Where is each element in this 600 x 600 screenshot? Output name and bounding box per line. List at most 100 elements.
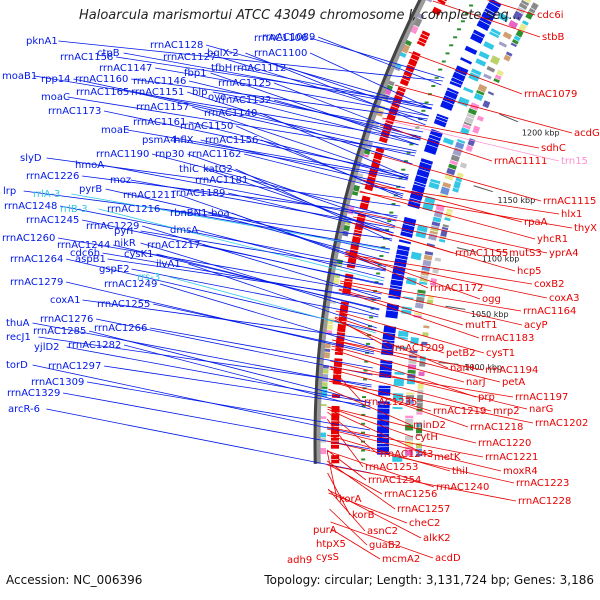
inner-track-a-block-16 <box>422 332 429 337</box>
rna-track-block-25 <box>478 51 490 60</box>
left-label-63: ilvA1 <box>156 259 181 270</box>
left-label-11: rrnAC1147 <box>99 63 152 74</box>
left-label-10: rrnAC1160 <box>75 74 128 85</box>
left-connector-72 <box>96 318 373 376</box>
right-label-51: korA <box>339 494 362 505</box>
right-connector-61 <box>329 508 368 546</box>
right-connector-2 <box>408 51 523 95</box>
inner-track-a-block-39 <box>472 125 481 134</box>
left-strand-track-block-36 <box>403 216 417 227</box>
gc-marker-40 <box>421 109 426 112</box>
left-label-75: rrnAC1266 <box>94 323 147 334</box>
left-label-78: rrnAC1282 <box>68 340 121 351</box>
right-strand-track-block-44 <box>365 176 376 186</box>
outer-track-block-37 <box>384 88 392 96</box>
right-label-0: cdc6i <box>537 10 563 21</box>
left-strand-track-block-40 <box>411 184 426 194</box>
left-connector-74 <box>89 330 371 404</box>
left-label-0: pknA1 <box>26 36 58 47</box>
left-label-34: rnp30 <box>155 149 184 160</box>
left-label-41: moz <box>110 175 131 186</box>
inner-track-b-block-18 <box>410 336 419 345</box>
right-strand-track-block-71 <box>431 6 442 16</box>
gc-marker-47 <box>445 52 450 55</box>
outer-track-block-28 <box>355 177 363 183</box>
inner-track-b-block-36 <box>430 227 439 232</box>
left-connector-57 <box>58 237 382 295</box>
right-strand-track-block-54 <box>386 113 396 122</box>
outer-track-block-34 <box>376 109 384 117</box>
outer-track-block-16 <box>327 318 334 325</box>
right-label-32: rrnAC1197 <box>515 392 568 403</box>
left-connector-9 <box>73 78 417 152</box>
right-label-57: purA <box>313 525 337 536</box>
right-strand-track-block-40 <box>357 212 367 218</box>
right-label-41: rrnAC1220 <box>478 438 531 449</box>
inner-track-a-block-13 <box>419 361 426 367</box>
right-connector-33 <box>329 365 363 403</box>
left-label-64: rrnAC1264 <box>10 254 63 265</box>
right-strand-track-block-64 <box>407 58 418 67</box>
left-label-47: rrlA-3 <box>33 189 60 200</box>
inner-track-a-block-22 <box>432 267 440 274</box>
rna-track-block-7 <box>398 330 409 337</box>
rna-track-block-12 <box>410 251 422 261</box>
left-connector-73 <box>32 322 372 388</box>
left-label-59: nikR <box>114 238 136 249</box>
right-strand-track-block-45 <box>368 168 379 178</box>
right-strand-track-block-19 <box>336 335 345 342</box>
outer-track-block-19 <box>333 272 341 279</box>
left-label-44: rrnAC1211 <box>123 190 176 201</box>
outer-track-block-42 <box>399 51 407 58</box>
right-connector-1 <box>432 0 541 38</box>
right-label-8: hlx1 <box>561 209 582 220</box>
right-connector-4 <box>382 117 540 149</box>
right-connector-64 <box>330 528 381 560</box>
left-connector-13 <box>218 56 428 122</box>
left-connector-6 <box>317 36 442 86</box>
right-label-12: rrnAC1155 <box>455 248 508 259</box>
left-label-19: rrnAC1151 <box>131 87 184 98</box>
inner-track-a-block-54 <box>525 11 534 20</box>
inner-track-a-block-46 <box>503 54 511 62</box>
gc-marker-25 <box>383 237 388 240</box>
gc-marker-41 <box>424 101 429 104</box>
right-connector-23 <box>338 289 480 339</box>
right-label-47: rrnAC1253 <box>365 462 418 473</box>
right-strand-track-block-67 <box>416 40 426 47</box>
inner-track-b-block-52 <box>456 138 466 144</box>
left-strand-track-block-60 <box>454 65 469 76</box>
left-label-81: rrnAC1309 <box>31 377 84 388</box>
inner-track-a-block-51 <box>515 29 524 38</box>
left-label-33: rrnAC1190 <box>96 149 149 160</box>
right-label-35: narG <box>529 404 553 415</box>
gc-marker-45 <box>438 68 443 71</box>
left-connector-80 <box>104 365 371 407</box>
right-connector-20 <box>340 280 522 312</box>
gc-marker-36 <box>409 143 414 146</box>
inner-track-a-block-40 <box>476 115 484 122</box>
left-label-72: rrnAC1276 <box>40 314 93 325</box>
right-strand-track-block-48 <box>373 151 384 161</box>
gc-marker-34 <box>403 160 408 163</box>
inner-track-b-block-73 <box>523 0 532 4</box>
left-connector-60 <box>203 244 384 286</box>
left-connector-27 <box>189 121 409 179</box>
inner-track-a-block-45 <box>496 69 504 77</box>
left-strand-track-block-47 <box>426 137 440 148</box>
inner-track-a-block-28 <box>442 224 449 228</box>
inner-track-b-block-58 <box>467 108 478 116</box>
left-connector-65 <box>107 258 381 300</box>
left-label-71: rrnAC1255 <box>97 299 150 310</box>
left-label-22: rrnAC1125 <box>218 78 271 89</box>
right-label-3: acdG <box>574 128 600 139</box>
left-connector-81 <box>87 381 371 431</box>
inner-track-a-block-53 <box>522 20 529 26</box>
gc-marker-23 <box>379 255 384 257</box>
tick-mark-1 <box>445 305 466 310</box>
left-strand-track-block-68 <box>484 8 496 17</box>
left-label-30: psmA4 <box>142 135 177 146</box>
left-label-15: tfbH <box>211 63 232 74</box>
map-title: Haloarcula marismortui ATCC 43049 chromo… <box>79 8 521 23</box>
